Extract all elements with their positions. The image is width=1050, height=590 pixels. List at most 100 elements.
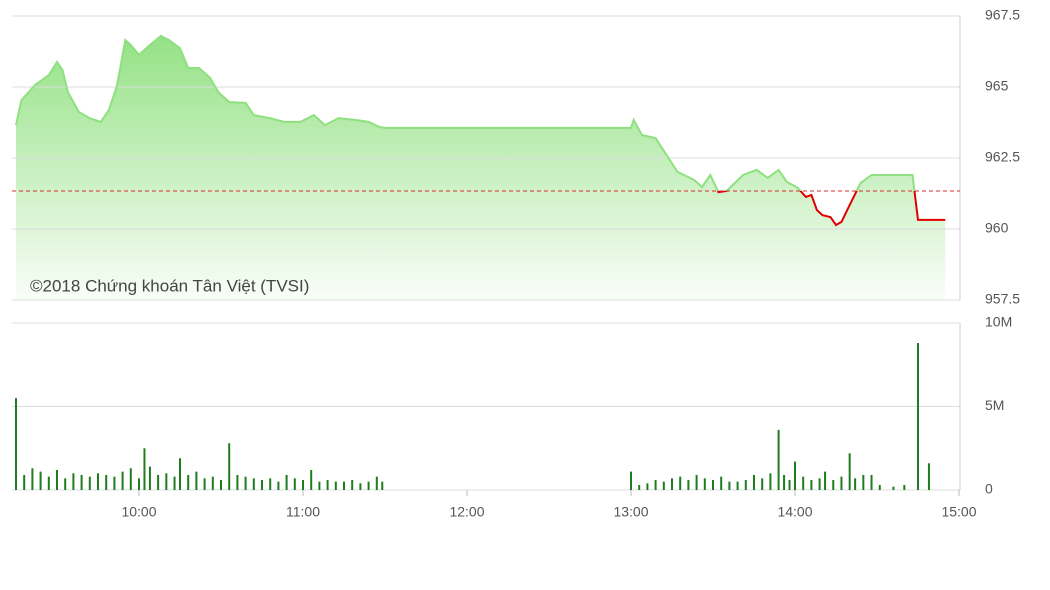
volume-bar <box>334 481 337 490</box>
volume-bar <box>211 476 214 490</box>
volume-bar <box>736 481 739 490</box>
volume-bar <box>343 481 345 490</box>
y-tick-label: 10M <box>985 314 1012 330</box>
volume-bar <box>870 474 873 490</box>
volume-bar <box>187 474 190 490</box>
volume-bar <box>179 458 181 490</box>
volume-bar <box>769 473 772 490</box>
volume-bar <box>121 471 124 490</box>
volume-bar <box>375 476 378 490</box>
volume-bar <box>654 479 657 490</box>
x-tick-label: 14:00 <box>777 504 812 520</box>
volume-bar <box>244 476 247 490</box>
y-tick-label: 960 <box>985 220 1009 236</box>
area <box>16 35 946 301</box>
price-line-up <box>15 34 916 191</box>
volume-bar <box>173 476 176 490</box>
volume-bar <box>818 478 821 490</box>
volume-bar <box>15 398 17 490</box>
volume-bar <box>351 479 354 490</box>
volume-bar <box>47 476 50 490</box>
volume-bar <box>277 481 280 490</box>
volume-bar <box>129 468 132 490</box>
volume-bar <box>285 474 288 490</box>
volume-bar <box>671 478 673 490</box>
volume-bar <box>252 478 255 490</box>
volume-bar <box>854 478 857 490</box>
volume-bar <box>143 448 146 490</box>
volume-bar <box>761 478 764 490</box>
y-tick-label: 5M <box>985 397 1004 413</box>
volume-bar <box>810 479 813 490</box>
volume-bar <box>794 461 796 490</box>
volume-bar <box>195 471 198 490</box>
volume-bar <box>220 479 222 490</box>
volume-bar <box>88 476 91 490</box>
price-line-down <box>716 190 946 227</box>
volume-bar <box>359 483 362 490</box>
volume-bar <box>138 478 140 490</box>
volume-bar <box>777 429 780 490</box>
volume-bar <box>269 478 272 490</box>
volume-bar <box>23 474 26 490</box>
volume-bar <box>326 479 329 490</box>
volume-bar <box>97 473 99 490</box>
volume-bar <box>228 443 231 490</box>
volume-bar <box>927 463 930 490</box>
volume-bar <box>703 478 706 490</box>
x-tick-label: 15:00 <box>941 504 976 520</box>
volume-bar <box>662 481 665 490</box>
volume-bar <box>788 479 791 490</box>
y-tick-label: 965 <box>985 78 1009 94</box>
volume-bar <box>302 479 304 490</box>
volume-bar <box>878 484 881 490</box>
volume-bar <box>646 483 649 490</box>
volume-bar <box>293 478 296 490</box>
volume-bar <box>310 469 313 490</box>
volume-bar <box>165 473 168 490</box>
volume-bar <box>630 471 632 490</box>
y-tick-label: 0 <box>985 481 993 497</box>
y-tick-label: 967.5 <box>985 7 1020 23</box>
volume-bar <box>824 471 827 490</box>
y-tick-label: 957.5 <box>985 291 1020 307</box>
x-tick-label: 10:00 <box>121 504 156 520</box>
volume-bar <box>64 478 67 490</box>
volume-bar <box>261 479 263 490</box>
x-tick-label: 11:00 <box>286 504 320 520</box>
volume-bar <box>113 476 116 490</box>
volume-bar <box>203 478 206 490</box>
volume-bar <box>105 474 108 490</box>
volume-bar <box>840 476 843 490</box>
volume-bar <box>862 474 865 490</box>
volume-bar <box>80 474 83 490</box>
volume-bar <box>31 468 34 490</box>
volume-bar <box>687 479 690 490</box>
volume-bar <box>728 481 731 490</box>
volume-bar <box>783 474 786 490</box>
volume-bar <box>744 479 747 490</box>
volume-bar <box>39 471 42 490</box>
volume-bar <box>157 474 160 490</box>
watermark: ©2018 Chứng khoán Tân Việt (TVSI) <box>30 276 309 295</box>
volume-bar <box>832 479 835 490</box>
volume-bar <box>679 476 682 490</box>
volume-bar <box>903 484 906 490</box>
volume-bar <box>892 486 895 490</box>
volume-bar <box>802 476 805 490</box>
volume-bar <box>712 479 714 490</box>
volume-bar <box>638 484 641 490</box>
volume-bar <box>72 473 75 490</box>
volume-bar <box>381 481 384 490</box>
volume-bar <box>148 466 151 490</box>
volume-bar <box>367 481 370 490</box>
volume-bar <box>56 469 58 490</box>
volume-bar <box>753 474 755 490</box>
volume-bar <box>848 453 851 490</box>
volume-bar <box>720 476 723 490</box>
y-tick-label: 962.5 <box>985 149 1020 165</box>
volume-bar <box>236 474 239 490</box>
volume-bar <box>917 343 919 490</box>
volume-bar <box>318 481 321 490</box>
